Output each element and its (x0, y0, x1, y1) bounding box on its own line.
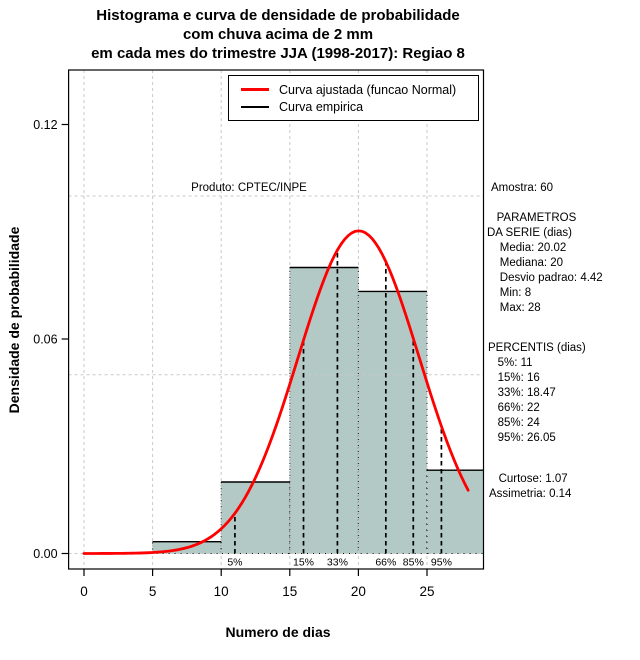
x-tick-label: 10 (214, 584, 229, 599)
percentile-label: 66% (375, 557, 396, 569)
fitted-curve-line-sample (241, 88, 269, 91)
y-tick-label: 0.06 (33, 333, 57, 347)
percentiles-text: PERCENTIS (dias) 5%: 11 15%: 16 33%: 18.… (488, 342, 586, 444)
source-annotation: Produto: CPTEC/INPE (191, 182, 307, 194)
chart-title: Histograma e curva de densidade de proba… (91, 7, 465, 62)
y-axis-title: Densidade de probabilidade (6, 226, 22, 414)
empirical-curve-line-sample (241, 105, 269, 108)
histogram-bar (289, 267, 359, 554)
y-tick-label: 0.12 (33, 118, 57, 132)
x-tick-label: 0 (80, 584, 88, 599)
x-axis-title: Numero de dias (225, 624, 331, 640)
x-tick-label: 15 (282, 584, 297, 599)
legend-box: Curva ajustada (funcao Normal) Curva emp… (228, 75, 479, 121)
percentile-label: 33% (327, 557, 348, 569)
legend-item-fitted: Curva ajustada (funcao Normal) (229, 81, 478, 98)
percentile-label: 5% (227, 557, 242, 569)
percentile-label: 95% (431, 557, 452, 569)
legend-label: Curva ajustada (funcao Normal) (279, 82, 457, 97)
percentile-label: 15% (293, 557, 314, 569)
normal-density-curve (82, 229, 470, 555)
legend-item-empirical: Curva empirica (229, 98, 478, 115)
x-tick-label: 25 (419, 584, 434, 599)
histogram-bar (426, 469, 484, 555)
empirical-curve-group (152, 266, 484, 543)
y-tick-label: 0.00 (33, 547, 57, 561)
x-tick-label: 5 (149, 584, 157, 599)
histogram-bar (357, 290, 428, 554)
percentile-label: 85% (403, 557, 424, 569)
series-parameters-text: PARAMETROS DA SERIE (dias) Media: 20.02 … (487, 212, 603, 314)
histogram-bars-group (152, 267, 484, 555)
legend-label: Curva empirica (279, 99, 364, 114)
moments-text: Curtose: 1.07 Assimetria: 0.14 (489, 473, 572, 500)
x-tick-label: 20 (351, 584, 366, 599)
sample-size-text: Amostra: 60 (491, 182, 553, 194)
plot-border (67, 69, 485, 570)
